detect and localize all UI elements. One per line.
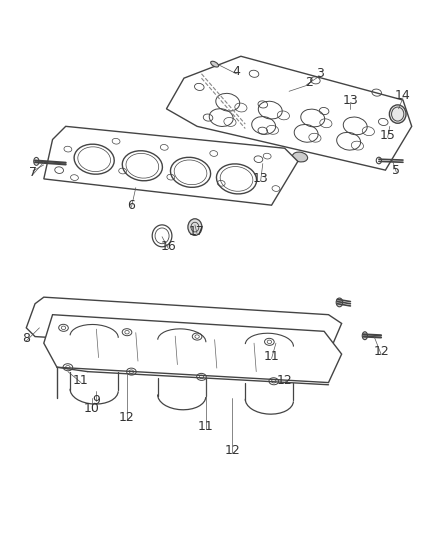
Text: 17: 17	[189, 225, 205, 238]
Text: 2: 2	[305, 76, 313, 89]
Text: 8: 8	[22, 332, 30, 345]
Text: 6: 6	[127, 199, 135, 212]
Text: 11: 11	[198, 420, 214, 433]
Ellipse shape	[188, 219, 202, 236]
Text: 5: 5	[392, 164, 400, 176]
Text: 3: 3	[316, 67, 324, 80]
Text: 12: 12	[277, 374, 293, 387]
Text: 13: 13	[343, 94, 358, 107]
Polygon shape	[44, 126, 298, 205]
Text: 11: 11	[73, 374, 89, 387]
Polygon shape	[44, 314, 342, 383]
Text: 13: 13	[253, 172, 268, 185]
Text: 12: 12	[119, 411, 135, 424]
Ellipse shape	[362, 332, 367, 340]
Ellipse shape	[211, 61, 219, 67]
Ellipse shape	[293, 152, 307, 162]
Text: 10: 10	[84, 402, 100, 415]
Ellipse shape	[389, 105, 406, 123]
Text: 12: 12	[224, 444, 240, 457]
Text: 12: 12	[373, 345, 389, 358]
Text: 16: 16	[161, 240, 177, 253]
Polygon shape	[166, 56, 412, 170]
Text: 14: 14	[395, 89, 411, 102]
Text: 9: 9	[92, 393, 100, 407]
Text: 7: 7	[29, 166, 37, 179]
Text: 4: 4	[233, 65, 240, 78]
Ellipse shape	[336, 298, 343, 307]
Polygon shape	[26, 297, 342, 354]
Text: 15: 15	[380, 128, 396, 142]
Text: 11: 11	[264, 350, 279, 363]
